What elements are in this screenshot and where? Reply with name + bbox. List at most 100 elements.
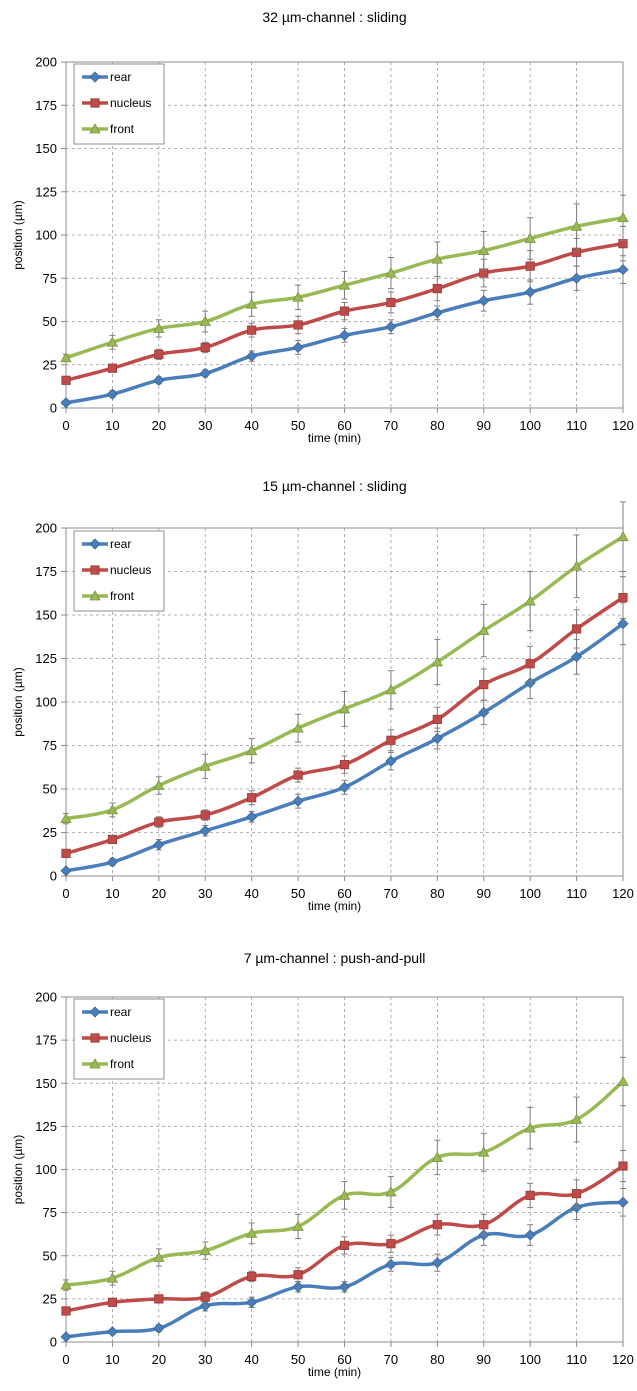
x-tick-label: 20: [152, 1352, 166, 1367]
x-tick-label: 80: [430, 886, 444, 901]
series-rear: [60, 1187, 629, 1343]
x-tick-label: 110: [566, 418, 587, 433]
x-tick-label: 10: [105, 418, 119, 433]
legend: rear nucleus front: [73, 998, 165, 1080]
data-point: [200, 1292, 210, 1302]
data-point: [431, 1257, 443, 1269]
y-tick-label: 100: [35, 695, 57, 710]
legend-entry: nucleus: [82, 563, 151, 577]
data-point: [292, 722, 304, 733]
data-point: [246, 350, 258, 362]
data-point: [199, 825, 211, 837]
y-tick-label: 25: [43, 825, 57, 840]
data-point: [338, 781, 351, 793]
data-point: [199, 1244, 211, 1255]
data-point: [106, 856, 118, 868]
data-point: [339, 760, 350, 770]
data-point: [431, 656, 444, 667]
x-tick-label: 80: [430, 418, 444, 433]
data-point: [432, 714, 442, 725]
x-tick-label: 0: [62, 1352, 69, 1367]
data-point: [338, 1281, 351, 1293]
data-point: [431, 307, 443, 319]
data-point: [106, 1326, 118, 1338]
data-point: [339, 306, 350, 316]
legend-marker: [89, 590, 101, 601]
x-tick-label: 60: [337, 886, 351, 901]
data-point: [153, 1251, 165, 1262]
x-tick-label: 40: [244, 418, 258, 433]
series-front: [60, 501, 629, 825]
chart-1: 32 µm-channel : sliding02550751001251501…: [11, 9, 634, 445]
data-point: [617, 618, 629, 630]
y-tick-label: 175: [35, 1033, 57, 1048]
data-point: [617, 264, 629, 276]
legend-marker: [90, 565, 100, 575]
y-tick-label: 125: [35, 651, 57, 666]
data-point: [386, 735, 396, 745]
y-tick-label: 75: [43, 1205, 57, 1220]
data-point: [385, 1186, 397, 1197]
x-tick-label: 0: [62, 418, 69, 433]
data-point: [525, 1190, 535, 1200]
series-rear: [60, 255, 629, 409]
legend-entry: nucleus: [82, 96, 151, 110]
legend-entry: nucleus: [82, 1031, 151, 1045]
data-point: [479, 680, 489, 690]
x-tick-label: 80: [430, 1352, 444, 1367]
data-point: [617, 1075, 629, 1086]
series-nucleus: [61, 576, 628, 858]
data-point: [479, 1220, 489, 1230]
data-point: [107, 834, 118, 845]
y-tick-label: 125: [35, 1119, 57, 1134]
x-tick-label: 60: [337, 418, 351, 433]
data-point: [432, 284, 442, 294]
y-tick-label: 0: [50, 1335, 57, 1350]
data-point: [478, 1146, 490, 1157]
data-point: [245, 744, 258, 756]
data-point: [525, 261, 535, 271]
x-tick-label: 30: [198, 418, 212, 433]
x-tick-label: 110: [566, 1352, 587, 1367]
series-front: [60, 194, 629, 363]
data-point: [107, 363, 118, 373]
legend-entry: rear: [82, 1005, 131, 1019]
data-point: [293, 320, 303, 330]
data-point: [524, 595, 536, 606]
y-axis-label: position (µm): [11, 200, 25, 270]
x-tick-label: 70: [384, 418, 398, 433]
legend: rear nucleus front: [73, 63, 165, 145]
data-point: [338, 329, 351, 341]
legend-label: nucleus: [110, 563, 151, 577]
x-tick-label: 90: [477, 886, 491, 901]
data-point: [60, 352, 72, 363]
x-tick-label: 20: [152, 886, 166, 901]
data-point: [153, 779, 165, 790]
data-point: [525, 659, 535, 669]
data-point: [570, 560, 583, 571]
x-tick-label: 50: [291, 418, 305, 433]
data-point: [618, 593, 628, 603]
legend-label: rear: [110, 537, 131, 551]
data-point: [293, 770, 303, 780]
data-point: [200, 342, 210, 353]
x-tick-label: 60: [337, 1352, 351, 1367]
x-tick-label: 110: [566, 886, 587, 901]
x-tick-label: 100: [519, 1352, 541, 1367]
y-tick-label: 200: [35, 55, 57, 70]
y-tick-label: 100: [35, 228, 57, 243]
legend-label: nucleus: [110, 1031, 151, 1045]
data-point: [478, 624, 490, 636]
y-tick-label: 200: [35, 990, 57, 1005]
data-point: [154, 1294, 164, 1304]
data-point: [524, 232, 536, 243]
data-point: [246, 1296, 258, 1308]
y-axis-label: position (µm): [11, 1135, 25, 1205]
data-point: [432, 1220, 442, 1230]
x-tick-label: 90: [477, 418, 491, 433]
data-point: [386, 1239, 396, 1249]
data-point: [107, 1297, 118, 1307]
legend-marker: [89, 71, 101, 83]
legend-label: front: [110, 1057, 135, 1071]
